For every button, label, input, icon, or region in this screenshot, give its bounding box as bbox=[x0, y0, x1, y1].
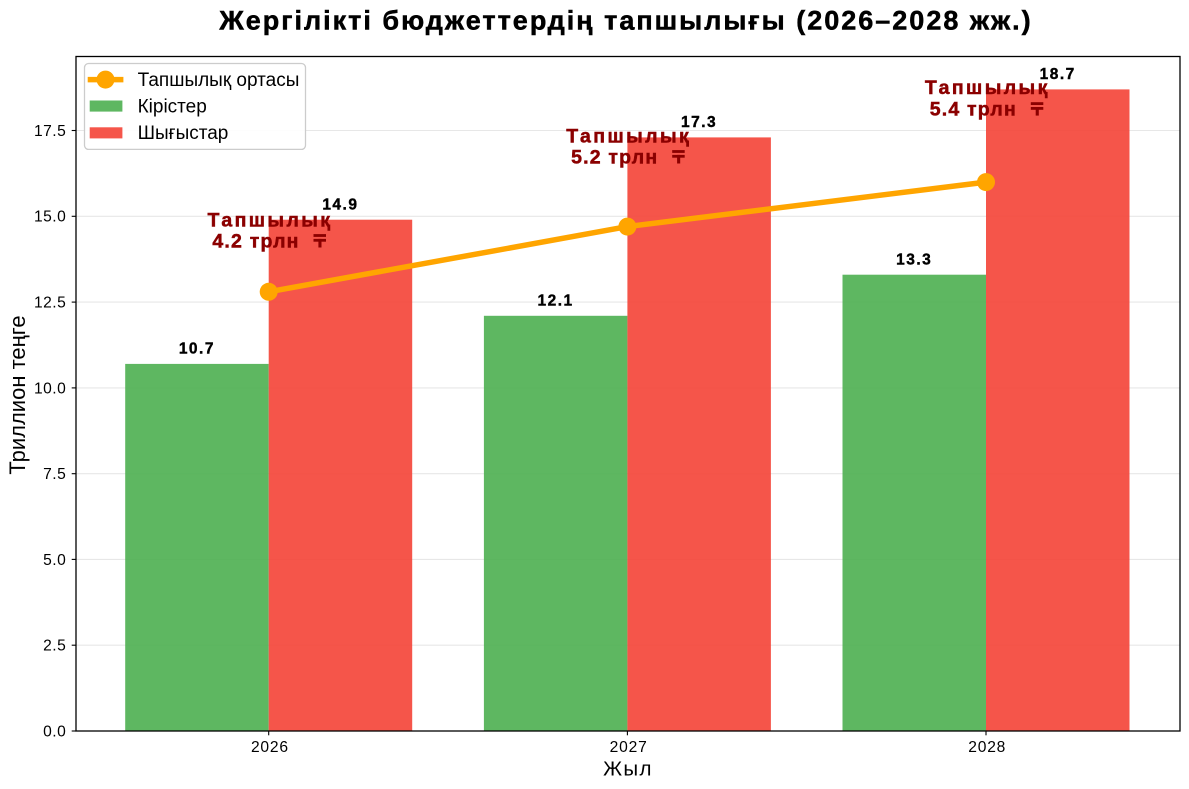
svg-text:Жыл: Жыл bbox=[603, 758, 653, 781]
svg-text:Тапшылық: Тапшылық bbox=[566, 125, 691, 147]
svg-text:12.1: 12.1 bbox=[538, 292, 574, 309]
svg-text:14.9: 14.9 bbox=[322, 196, 358, 213]
svg-text:7.5: 7.5 bbox=[43, 466, 66, 483]
svg-text:2028: 2028 bbox=[968, 739, 1006, 756]
svg-text:4.2 трлн: 4.2 трлн bbox=[212, 231, 299, 253]
svg-text:10.0: 10.0 bbox=[34, 380, 66, 397]
svg-text:2.5: 2.5 bbox=[43, 638, 66, 655]
svg-text:Тапшылық ортасы: Тапшылық ортасы bbox=[138, 70, 300, 91]
svg-text:Жергілікті бюджеттердің тапшыл: Жергілікті бюджеттердің тапшылығы (2026–… bbox=[218, 5, 1032, 35]
svg-text:Шығыстар: Шығыстар bbox=[138, 123, 229, 144]
svg-text:17.5: 17.5 bbox=[34, 123, 66, 140]
svg-text:15.0: 15.0 bbox=[34, 209, 66, 226]
svg-text:Триллион теңге: Триллион теңге bbox=[5, 315, 30, 474]
svg-text:2027: 2027 bbox=[610, 739, 648, 756]
svg-text:Тапшылық: Тапшылық bbox=[925, 77, 1050, 99]
svg-text:5.4 трлн: 5.4 трлн bbox=[930, 99, 1017, 121]
svg-text:Тапшылық: Тапшылық bbox=[208, 209, 333, 231]
svg-text:Кірістер: Кірістер bbox=[138, 97, 207, 118]
svg-text:18.7: 18.7 bbox=[1040, 66, 1076, 83]
svg-text:5.2 трлн: 5.2 трлн bbox=[571, 147, 658, 169]
svg-text:13.3: 13.3 bbox=[896, 251, 932, 268]
svg-text:2026: 2026 bbox=[251, 739, 289, 756]
svg-text:10.7: 10.7 bbox=[179, 341, 215, 358]
svg-text:17.3: 17.3 bbox=[681, 114, 717, 131]
svg-text:0.0: 0.0 bbox=[43, 723, 66, 740]
svg-text:12.5: 12.5 bbox=[34, 295, 66, 312]
svg-text:5.0: 5.0 bbox=[43, 552, 66, 569]
